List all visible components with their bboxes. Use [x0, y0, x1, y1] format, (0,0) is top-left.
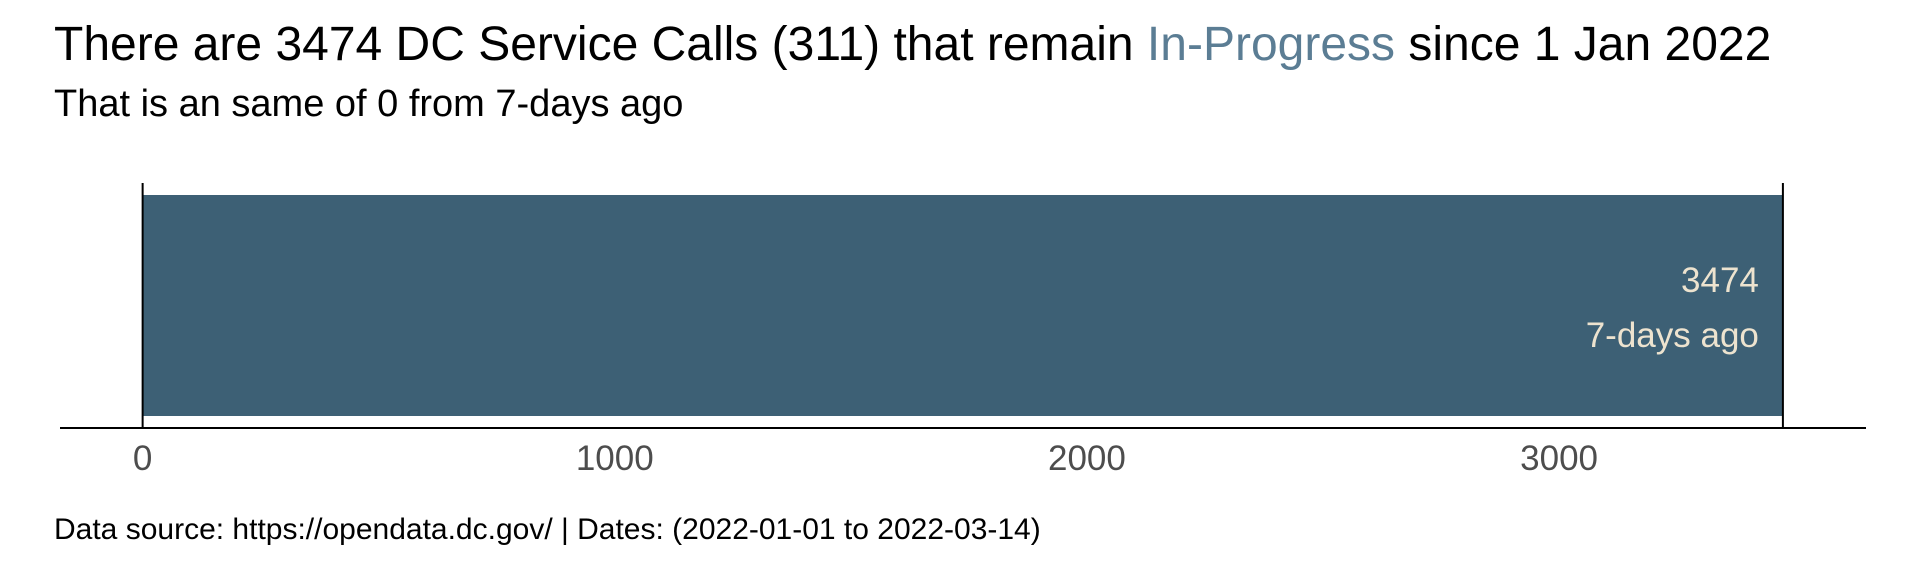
x-tick-label-3: 3000 — [1520, 439, 1598, 478]
title-highlight: In-Progress — [1146, 18, 1396, 71]
title-prefix: There are 3474 DC Service Calls (311) th… — [54, 18, 1147, 71]
bar-category-label-0: 7-days ago — [1586, 316, 1759, 355]
data-source-caption: Data source: https://opendata.dc.gov/ | … — [54, 513, 1041, 546]
chart-subtitle: That is an same of 0 from 7-days ago — [54, 83, 684, 125]
x-tick-label-1: 1000 — [576, 439, 654, 478]
title-suffix: since 1 Jan 2022 — [1395, 18, 1772, 71]
bar-0 — [142, 195, 1783, 416]
x-tick-label-0: 0 — [133, 439, 152, 478]
chart-title: There are 3474 DC Service Calls (311) th… — [54, 16, 1771, 74]
bar-value-label-0: 3474 — [1681, 261, 1759, 300]
x-tick-label-2: 2000 — [1048, 439, 1126, 478]
